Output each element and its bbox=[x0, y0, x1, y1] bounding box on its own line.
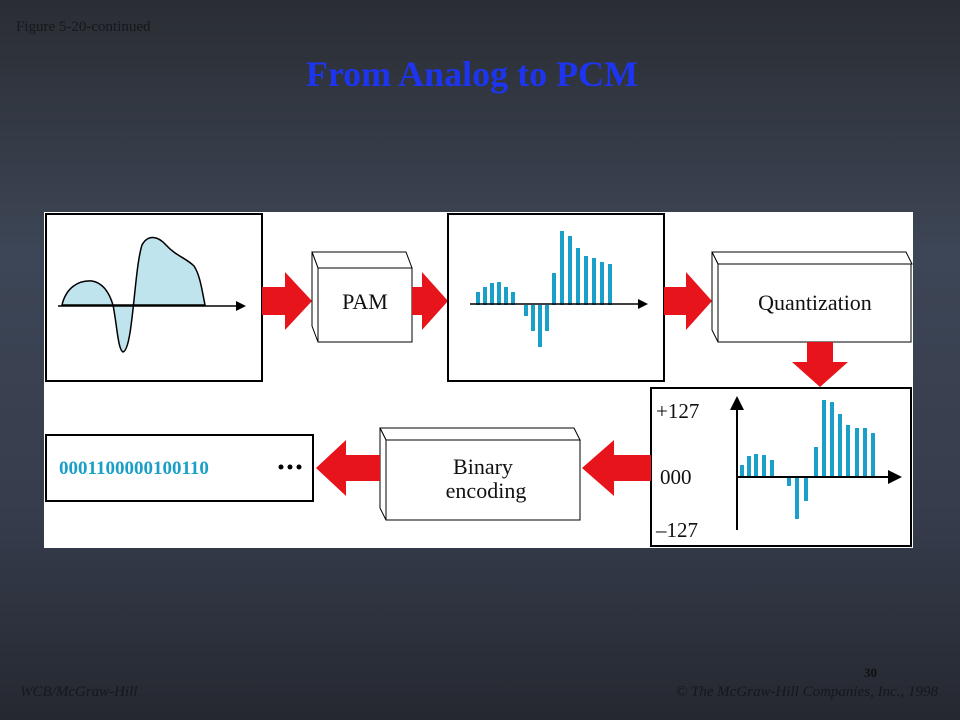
box-top bbox=[379, 427, 581, 441]
axis-arrowhead bbox=[638, 299, 648, 309]
analog-signal bbox=[61, 236, 206, 353]
flow-arrow bbox=[262, 272, 312, 330]
level-middle: 000 bbox=[660, 465, 692, 489]
axis-arrowhead bbox=[730, 396, 744, 410]
binary-label: encoding bbox=[446, 478, 527, 503]
title: From Analog to PCM bbox=[306, 54, 638, 94]
figure-label: Figure 5-20-continued bbox=[16, 19, 151, 35]
publisher: WCB/McGraw-Hill bbox=[20, 684, 138, 700]
pam-label: PAM bbox=[342, 289, 388, 314]
flow-arrow bbox=[582, 440, 651, 496]
quantized-samples bbox=[740, 400, 875, 519]
box-side bbox=[379, 427, 387, 521]
bitstream-box bbox=[45, 434, 314, 502]
flow-arrow bbox=[664, 272, 712, 330]
axis-arrowhead bbox=[236, 301, 246, 311]
box-top bbox=[711, 251, 913, 265]
page-number: 30 bbox=[864, 665, 877, 680]
quantization-label: Quantization bbox=[758, 290, 872, 315]
box-top bbox=[311, 251, 413, 269]
quantized-box bbox=[650, 387, 912, 547]
flow-arrow bbox=[792, 342, 848, 387]
pam-samples bbox=[476, 231, 612, 347]
quantization-box bbox=[717, 263, 912, 343]
level-top: +127 bbox=[656, 399, 699, 423]
binary-encoding-box bbox=[385, 439, 581, 521]
copyright: © The McGraw-Hill Companies, Inc., 1998 bbox=[676, 684, 939, 700]
box-side bbox=[711, 251, 719, 343]
flow-arrow bbox=[412, 272, 448, 330]
flow-arrow bbox=[316, 440, 380, 496]
ellipsis-dots bbox=[278, 464, 302, 470]
box-side bbox=[311, 251, 319, 343]
bitstream: 0001100000100110 bbox=[59, 458, 209, 479]
axis-arrowhead bbox=[888, 470, 902, 484]
level-bottom: –127 bbox=[655, 518, 698, 542]
binary-label: Binary bbox=[453, 454, 513, 479]
